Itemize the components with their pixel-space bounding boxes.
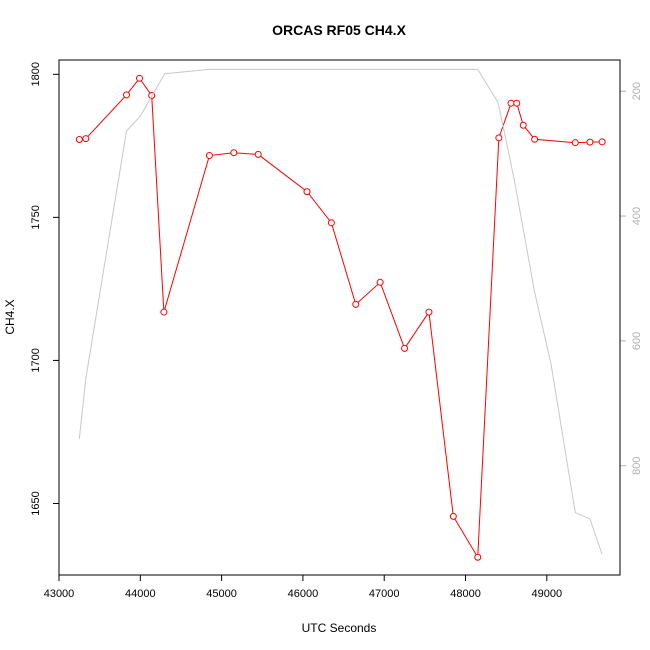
data-point [230, 149, 238, 157]
data-point [327, 219, 335, 227]
y-tick-label: 1800 [30, 62, 42, 86]
data-point [425, 308, 433, 316]
chart-title: ORCAS RF05 CH4.X [272, 22, 406, 38]
y2-tick-label: 200 [631, 82, 643, 100]
y2-tick-label: 600 [631, 332, 643, 350]
x-tick-label: 48000 [450, 588, 481, 600]
data-point [303, 188, 311, 196]
series-line-ch4 [79, 77, 603, 559]
data-point [474, 553, 482, 561]
data-point [495, 134, 503, 142]
data-point [598, 138, 606, 146]
data-point [586, 138, 594, 146]
data-point [519, 121, 527, 129]
series-line-secondary [78, 68, 603, 555]
data-point [449, 512, 457, 520]
plot-frame [58, 59, 621, 576]
x-tick-label: 44000 [125, 588, 156, 600]
data-point [376, 278, 384, 286]
data-point [160, 308, 168, 316]
y-axis-label: CH4.X [3, 299, 17, 334]
y-tick-label: 1750 [30, 205, 42, 229]
data-point [571, 139, 579, 147]
series-layer [75, 68, 606, 561]
x-tick-label: 45000 [206, 588, 237, 600]
data-point [531, 135, 539, 143]
data-point [82, 135, 90, 143]
y2-tick-label: 400 [631, 207, 643, 225]
y2-tick-label: 800 [631, 457, 643, 475]
y-tick-label: 1650 [30, 491, 42, 515]
data-point [401, 344, 409, 352]
x-tick-label: 46000 [288, 588, 319, 600]
axes-layer: 43000 44000 45000 46000 47000 48000 49000 1650 1… [30, 62, 643, 600]
x-tick-label: 43000 [44, 588, 75, 600]
y-tick-label: 1700 [30, 348, 42, 372]
data-point [205, 152, 213, 160]
x-axis-label: UTC Seconds [302, 621, 377, 635]
data-point [513, 99, 521, 107]
data-point [75, 136, 83, 144]
data-point [507, 99, 515, 107]
data-point [254, 150, 262, 158]
x-tick-label: 47000 [369, 588, 400, 600]
x-tick-label: 49000 [532, 588, 563, 600]
data-point [122, 91, 130, 99]
data-point [135, 74, 143, 82]
data-point [352, 300, 360, 308]
